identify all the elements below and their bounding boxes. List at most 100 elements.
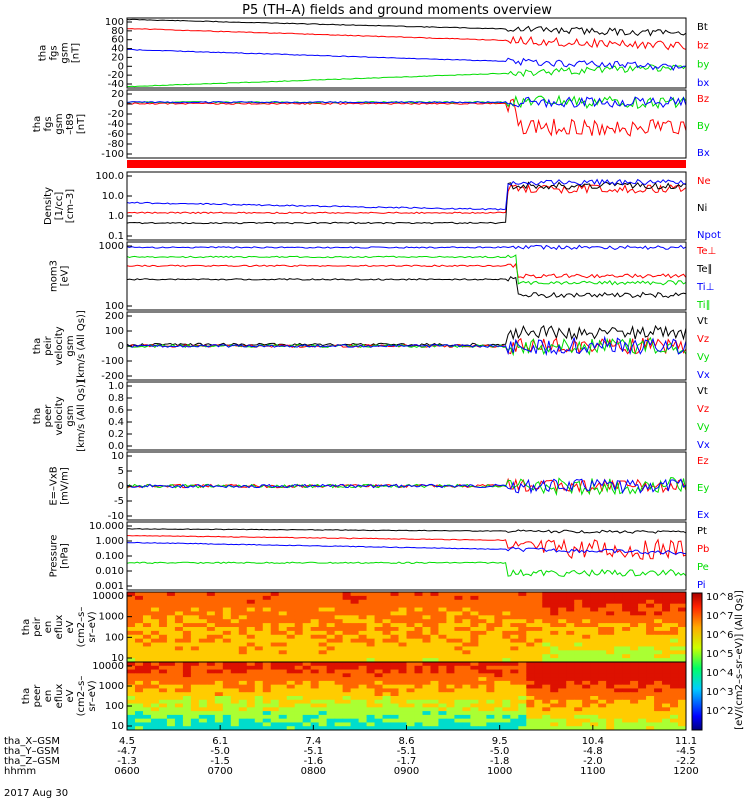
heatmap-cell xyxy=(294,722,304,727)
heatmap-cell xyxy=(510,665,519,671)
heatmap-cell xyxy=(350,592,360,597)
heatmap-cell xyxy=(438,673,447,678)
heatmap-cell xyxy=(430,619,439,624)
heatmap-cell xyxy=(142,650,152,655)
heatmap-cell xyxy=(142,696,152,701)
heatmap-cell xyxy=(422,692,431,697)
heatmap-cell xyxy=(438,707,447,712)
series-line-Pb xyxy=(127,535,687,560)
heatmap-cell xyxy=(622,696,631,701)
heatmap-cell xyxy=(302,703,312,708)
heatmap-cell xyxy=(350,665,360,671)
heatmap-cell xyxy=(278,599,288,605)
heatmap-cell xyxy=(222,627,232,632)
heatmap-cell xyxy=(438,688,447,693)
heatmap-cell xyxy=(502,684,511,689)
heatmap-cell xyxy=(662,611,671,616)
heatmap-cell xyxy=(534,615,543,620)
heatmap-cell xyxy=(366,680,376,686)
heatmap-cell xyxy=(542,696,551,701)
heatmap-cell xyxy=(438,623,447,628)
heatmap-cell xyxy=(254,627,264,632)
heatmap-cell xyxy=(190,623,200,628)
heatmap-cell xyxy=(310,595,320,601)
heatmap-cell xyxy=(270,703,280,708)
heatmap-cell xyxy=(630,592,639,597)
heatmap-cell xyxy=(134,630,144,636)
heatmap-cell xyxy=(550,646,559,651)
heatmap-cell xyxy=(318,654,328,659)
heatmap-cell xyxy=(622,599,631,605)
heatmap-cell xyxy=(350,654,360,659)
heatmap-cell xyxy=(446,654,455,659)
heatmap-cell xyxy=(198,619,208,624)
heatmap-cell xyxy=(470,630,479,636)
heatmap-cell xyxy=(222,630,232,636)
heatmap-cell xyxy=(670,684,679,689)
heatmap-cell xyxy=(238,592,248,597)
heatmap-cell xyxy=(510,619,519,624)
heatmap-cell xyxy=(230,611,240,616)
heatmap-cell xyxy=(590,592,599,597)
heatmap-cell xyxy=(630,623,639,628)
heatmap-cell xyxy=(462,684,471,689)
heatmap-cell xyxy=(606,718,615,723)
heatmap-cell xyxy=(182,662,192,667)
heatmap-cell xyxy=(326,662,336,667)
heatmap-cell xyxy=(598,615,607,620)
heatmap-cell xyxy=(566,688,575,693)
heatmap-cell xyxy=(462,603,471,609)
heatmap-cell xyxy=(678,714,687,720)
heatmap-cell xyxy=(214,688,224,693)
panel-10: 10000100010010thapeerenefluxeV(cm2–s–sr–… xyxy=(21,661,687,732)
heatmap-cell xyxy=(582,603,591,609)
heatmap-cell xyxy=(318,603,328,609)
heatmap-cell xyxy=(398,696,407,701)
heatmap-cell xyxy=(310,711,320,716)
heatmap-cell xyxy=(398,707,407,712)
heatmap-cell xyxy=(262,607,272,612)
heatmap-cell xyxy=(302,711,312,716)
heatmap-cell xyxy=(646,623,655,628)
x-tick-hhmm: 1000 xyxy=(487,766,512,777)
heatmap-cell xyxy=(406,707,415,712)
heatmap-cell xyxy=(662,638,671,644)
heatmap-cell xyxy=(278,711,288,716)
heatmap-cell xyxy=(630,607,639,612)
heatmap-cell xyxy=(566,595,575,601)
heatmap-cell xyxy=(342,638,352,644)
heatmap-cell xyxy=(470,699,479,705)
heatmap-cell xyxy=(670,665,679,671)
heatmap-cell xyxy=(606,627,615,632)
heatmap-cell xyxy=(286,623,296,628)
heatmap-cell xyxy=(478,714,487,720)
heatmap-cell xyxy=(510,673,519,678)
heatmap-cell xyxy=(558,711,567,716)
heatmap-cell xyxy=(214,650,224,655)
heatmap-cell xyxy=(182,634,192,640)
heatmap-cell xyxy=(190,607,200,612)
heatmap-cell xyxy=(470,707,479,712)
heatmap-cell xyxy=(566,646,575,651)
heatmap-cell xyxy=(614,650,623,655)
heatmap-cell xyxy=(158,677,168,682)
heatmap-cell xyxy=(510,662,519,667)
heatmap-cell xyxy=(127,711,136,716)
figure-title: P5 (TH–A) fields and ground moments over… xyxy=(242,3,552,18)
heatmap-cell xyxy=(174,650,184,655)
heatmap-cell xyxy=(270,692,280,697)
heatmap-cell xyxy=(326,650,336,655)
heatmap-cell xyxy=(398,619,407,624)
heatmap-cell xyxy=(358,595,368,601)
heatmap-cell xyxy=(438,692,447,697)
y-axis-label: thapeirvelocitygsm[km/s (All Qs)] xyxy=(32,310,87,382)
y-tick-label: 100 xyxy=(105,701,124,712)
heatmap-cell xyxy=(150,623,160,628)
heatmap-cell xyxy=(502,619,511,624)
heatmap-cell xyxy=(502,611,511,616)
heatmap-cell xyxy=(150,595,160,601)
heatmap-cell xyxy=(670,634,679,640)
heatmap-cell xyxy=(127,707,136,712)
heatmap-cell xyxy=(382,699,392,705)
heatmap-cell xyxy=(558,595,567,601)
